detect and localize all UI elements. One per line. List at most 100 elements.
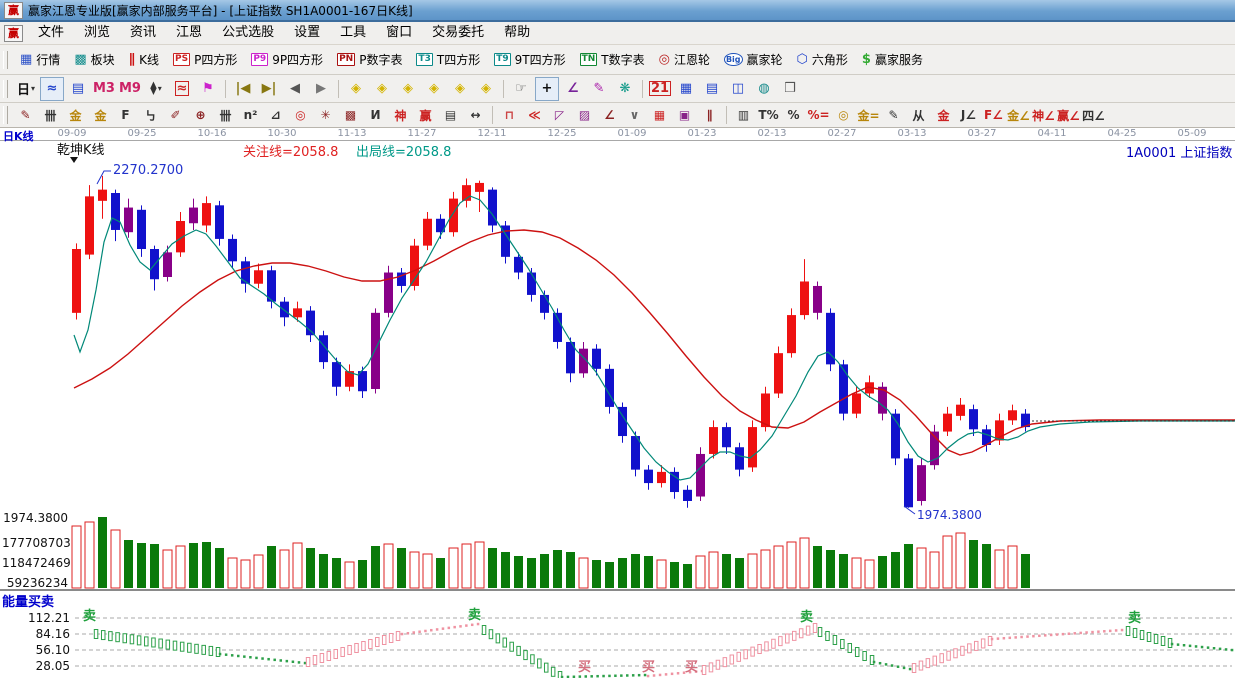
menu-2[interactable]: 浏览: [84, 25, 111, 40]
toolbar-button-sectors[interactable]: ▩ 板块: [67, 48, 121, 72]
tool-percent-lines[interactable]: %=: [807, 104, 830, 126]
tool-hand-tool[interactable]: ☞: [509, 77, 533, 101]
tool-step-back[interactable]: ◀: [283, 77, 307, 101]
toolbar-button-t-number-table[interactable]: TN T数字表: [573, 48, 652, 72]
tool-compass[interactable]: ◎: [289, 104, 312, 126]
menu-7[interactable]: 工具: [340, 25, 367, 40]
tool-parallel-lines[interactable]: ∥: [698, 104, 721, 126]
tool-diamond-right[interactable]: ◈: [370, 77, 394, 101]
indicator-title[interactable]: 能量买卖: [2, 595, 55, 610]
tool-report[interactable]: ▤: [700, 77, 724, 101]
toolbar-grip[interactable]: [3, 79, 8, 98]
toolbar-grip[interactable]: [3, 50, 8, 69]
menu-6[interactable]: 设置: [294, 25, 321, 40]
toolbar-button-winner-service[interactable]: $ 赢家服务: [855, 48, 930, 72]
tool-time-grid[interactable]: 卌: [214, 104, 237, 126]
candle-style-dropdown-arrow[interactable]: ▾: [157, 84, 162, 93]
tool-gold-grid-1[interactable]: 金: [64, 104, 87, 126]
toolbar-button-p-number-table[interactable]: PN P数字表: [330, 48, 409, 72]
tool-grid-tool[interactable]: 卌: [39, 104, 62, 126]
tool-candle-style[interactable]: ⧫ ▾: [144, 77, 168, 101]
tool-diamond-horizontal[interactable]: ◈: [396, 77, 420, 101]
tool-box-rays[interactable]: ▨: [573, 104, 596, 126]
tool-web-box[interactable]: ▩: [339, 104, 362, 126]
tool-f-grid[interactable]: F: [114, 104, 137, 126]
tool-gann-pattern-tool[interactable]: ❋: [613, 77, 637, 101]
menu-5[interactable]: 公式选股: [222, 25, 275, 40]
tool-stats-panel[interactable]: ▥: [732, 104, 755, 126]
tool-paint-flag[interactable]: ⚑: [196, 77, 220, 101]
tool-step-forward[interactable]: ▶: [309, 77, 333, 101]
tool-wave-3[interactable]: M3: [92, 77, 116, 101]
tool-j-angle[interactable]: J∠: [957, 104, 980, 126]
toolbar-button-t-square[interactable]: T3 T四方形: [409, 48, 487, 72]
title-bar[interactable]: 赢 赢家江恩专业版[赢家内部服务平台] - [上证指数 SH1A0001-167…: [0, 0, 1235, 22]
tool-gold-circle[interactable]: ◎: [832, 104, 855, 126]
tool-measure-tool[interactable]: ↔: [464, 104, 487, 126]
period-day-dropdown-arrow[interactable]: ▾: [31, 84, 36, 93]
menu-8[interactable]: 窗口: [386, 25, 413, 40]
tool-diamond-cross[interactable]: ◈: [448, 77, 472, 101]
toolbar-grip[interactable]: [3, 106, 8, 124]
dropdown-arrow-icon[interactable]: [70, 157, 78, 163]
tool-four-angle[interactable]: 四∠: [1082, 104, 1105, 126]
tool-win-angle[interactable]: 赢∠: [1057, 104, 1080, 126]
tool-n-square[interactable]: n²: [239, 104, 262, 126]
tool-trend-angle-tool[interactable]: ∠: [561, 77, 585, 101]
menu-1[interactable]: 文件: [38, 25, 65, 40]
tool-go-last[interactable]: ▶|: [257, 77, 281, 101]
tool-gold-angle[interactable]: 金∠: [1007, 104, 1030, 126]
tool-crosshair-tool[interactable]: +: [535, 76, 559, 101]
tool-matrix-table[interactable]: ▦: [674, 77, 698, 101]
toolbar-button-winner-wheel[interactable]: Big 赢家轮: [717, 48, 790, 72]
tool-wave-9[interactable]: M9: [118, 77, 142, 101]
tool-period-day[interactable]: 日 ▾: [14, 77, 38, 101]
menu-3[interactable]: 资讯: [130, 25, 157, 40]
toolbar-button-9t-square[interactable]: T9 9T四方形: [487, 48, 572, 72]
tool-t-percent[interactable]: T%: [757, 104, 780, 126]
tool-win-grid[interactable]: 赢: [414, 104, 437, 126]
menu-9[interactable]: 交易委托: [432, 25, 485, 40]
tool-go-first[interactable]: |◀: [231, 77, 255, 101]
qiankun-kline-label[interactable]: 乾坤K线: [57, 143, 105, 158]
tool-v-lines[interactable]: ∨: [623, 104, 646, 126]
menu-10[interactable]: 帮助: [504, 25, 531, 40]
tool-gold-lines[interactable]: 金=: [857, 104, 880, 126]
tool-diamond-expand[interactable]: ◈: [474, 77, 498, 101]
tool-angle-ruler[interactable]: ⊿: [264, 104, 287, 126]
tool-fan-box[interactable]: ◸: [548, 104, 571, 126]
tool-percent-tool[interactable]: %: [782, 104, 805, 126]
tool-spiral-grid[interactable]: ㇉: [139, 104, 162, 126]
tool-gold-grid-2[interactable]: 金: [89, 104, 112, 126]
tool-shen-grid[interactable]: 神: [389, 104, 412, 126]
tool-price-grid-2[interactable]: ▣: [673, 104, 696, 126]
tool-price-grid[interactable]: ▦: [648, 104, 671, 126]
tool-print[interactable]: ❒: [778, 77, 802, 101]
toolbar-button-p-square[interactable]: PS P四方形: [166, 48, 244, 72]
tool-time-circle[interactable]: ⊕: [189, 104, 212, 126]
tool-brush-tool[interactable]: ✐: [164, 104, 187, 126]
tool-wave-pair[interactable]: 从: [907, 104, 930, 126]
toolbar-button-kline[interactable]: ∥ K线: [122, 48, 166, 72]
tool-pencil-tool[interactable]: ✎: [14, 104, 37, 126]
tool-save[interactable]: ◫: [726, 77, 750, 101]
tool-diamond-left[interactable]: ◈: [344, 77, 368, 101]
toolbar-button-hexagon[interactable]: ⬡ 六角形: [790, 48, 855, 72]
tool-draw-tool[interactable]: ✎: [587, 77, 611, 101]
tool-ray-fan[interactable]: ≪: [523, 104, 546, 126]
toolbar-button-9p-square[interactable]: P9 9P四方形: [244, 48, 330, 72]
tool-gold-box[interactable]: 金: [932, 104, 955, 126]
toolbar-button-quotes[interactable]: ▦ 行情: [13, 48, 67, 72]
toolbar-button-gann-wheel[interactable]: ◎ 江恩轮: [652, 48, 717, 72]
tool-f-angle[interactable]: F∠: [982, 104, 1005, 126]
tool-zigzag-tool[interactable]: ≈: [40, 76, 64, 101]
tool-diamond-vertical[interactable]: ◈: [422, 77, 446, 101]
tool-star-web[interactable]: ✳: [314, 104, 337, 126]
tool-scale-ruler[interactable]: ▤: [439, 104, 462, 126]
tool-info-panel[interactable]: ▤: [66, 77, 90, 101]
chart-canvas[interactable]: [0, 140, 1235, 678]
tool-box-tool[interactable]: ⊓: [498, 104, 521, 126]
tool-calendar[interactable]: 21: [648, 77, 672, 101]
tool-red-wave-tool[interactable]: ≈: [170, 77, 194, 101]
tool-n-wave[interactable]: И: [364, 104, 387, 126]
